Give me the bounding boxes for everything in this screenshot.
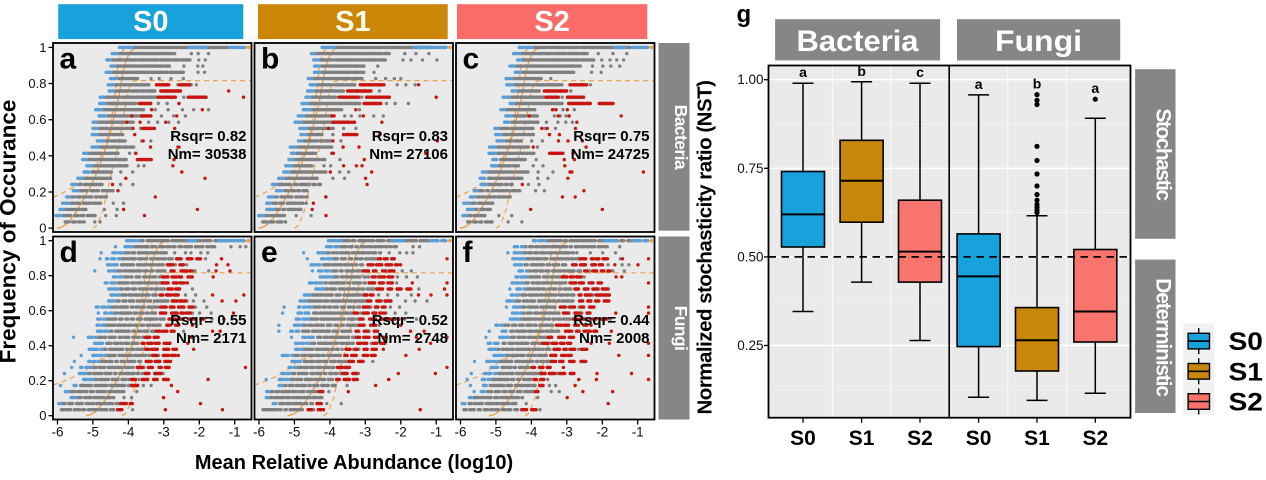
svg-text:-5: -5 xyxy=(288,425,300,440)
svg-text:S1: S1 xyxy=(1229,358,1264,386)
svg-text:Nm= 2171: Nm= 2171 xyxy=(176,330,246,347)
svg-text:-6: -6 xyxy=(454,425,466,440)
svg-text:S1: S1 xyxy=(335,6,370,38)
svg-text:Nm= 24725: Nm= 24725 xyxy=(571,146,650,163)
svg-text:-6: -6 xyxy=(51,425,63,440)
svg-text:Nm= 2748: Nm= 2748 xyxy=(378,330,448,347)
svg-text:Rsqr= 0.55: Rsqr= 0.55 xyxy=(170,312,246,329)
svg-text:b: b xyxy=(1033,76,1042,92)
svg-text:0.6: 0.6 xyxy=(28,112,46,127)
svg-text:a: a xyxy=(799,64,807,80)
svg-text:1.00: 1.00 xyxy=(737,72,763,87)
svg-text:Nm= 27106: Nm= 27106 xyxy=(369,146,448,163)
svg-text:-1: -1 xyxy=(632,425,644,440)
svg-text:S1: S1 xyxy=(849,427,875,450)
svg-text:f: f xyxy=(463,236,474,269)
svg-text:0: 0 xyxy=(39,408,46,423)
svg-text:Rsqr= 0.44: Rsqr= 0.44 xyxy=(573,312,650,329)
svg-text:S2: S2 xyxy=(1082,427,1108,450)
svg-text:-6: -6 xyxy=(253,425,265,440)
svg-text:S2: S2 xyxy=(1229,389,1264,417)
svg-text:Fungi: Fungi xyxy=(995,25,1082,58)
svg-text:S0: S0 xyxy=(133,6,168,38)
svg-text:Mean Relative Abundance (log10: Mean Relative Abundance (log10) xyxy=(195,452,513,474)
svg-text:0.6: 0.6 xyxy=(28,303,46,318)
svg-text:c: c xyxy=(916,64,924,80)
svg-text:Nm= 30538: Nm= 30538 xyxy=(168,146,247,163)
svg-text:e: e xyxy=(261,236,278,269)
svg-text:S0: S0 xyxy=(1229,328,1264,356)
svg-text:S2: S2 xyxy=(534,6,569,38)
svg-text:a: a xyxy=(1091,80,1099,96)
svg-text:0.25: 0.25 xyxy=(737,338,763,353)
svg-text:0: 0 xyxy=(39,221,46,236)
svg-text:-1: -1 xyxy=(430,425,442,440)
svg-text:0.4: 0.4 xyxy=(28,338,46,353)
svg-text:S0: S0 xyxy=(966,427,992,450)
svg-text:0.8: 0.8 xyxy=(28,76,46,91)
svg-text:-4: -4 xyxy=(525,425,537,440)
svg-text:-3: -3 xyxy=(359,425,371,440)
svg-text:Rsqr= 0.82: Rsqr= 0.82 xyxy=(170,128,246,145)
svg-text:b: b xyxy=(857,63,866,79)
svg-text:-5: -5 xyxy=(87,425,99,440)
svg-text:Bacteria: Bacteria xyxy=(797,25,919,58)
svg-text:-5: -5 xyxy=(490,425,502,440)
svg-text:Rsqr= 0.75: Rsqr= 0.75 xyxy=(573,128,649,145)
svg-text:1: 1 xyxy=(39,233,46,248)
svg-text:0.50: 0.50 xyxy=(737,249,763,264)
svg-text:-4: -4 xyxy=(122,425,134,440)
svg-text:Deterministic: Deterministic xyxy=(1152,278,1175,397)
svg-text:a: a xyxy=(60,43,77,76)
svg-text:-3: -3 xyxy=(561,425,573,440)
svg-text:Frequency of Occurance: Frequency of Occurance xyxy=(0,100,21,364)
svg-text:0.2: 0.2 xyxy=(28,185,46,200)
svg-text:d: d xyxy=(60,236,78,269)
svg-text:-2: -2 xyxy=(395,425,407,440)
svg-text:b: b xyxy=(261,43,279,76)
svg-text:S0: S0 xyxy=(790,427,816,450)
svg-text:0.8: 0.8 xyxy=(28,268,46,283)
svg-text:0.4: 0.4 xyxy=(28,148,46,163)
svg-text:0.75: 0.75 xyxy=(737,161,763,176)
svg-text:0.2: 0.2 xyxy=(28,373,46,388)
svg-text:Fungi: Fungi xyxy=(671,306,691,351)
svg-text:-3: -3 xyxy=(158,425,170,440)
svg-text:-1: -1 xyxy=(229,425,241,440)
svg-text:Rsqr= 0.52: Rsqr= 0.52 xyxy=(372,312,448,329)
svg-text:Rsqr= 0.83: Rsqr= 0.83 xyxy=(372,128,448,145)
svg-text:a: a xyxy=(975,76,983,92)
svg-text:1: 1 xyxy=(39,40,46,55)
svg-text:Normalized stochasticity ratio: Normalized stochasticity ratio (NST) xyxy=(694,81,717,415)
svg-text:g: g xyxy=(737,1,752,28)
svg-text:S2: S2 xyxy=(907,427,933,450)
svg-text:Bacteria: Bacteria xyxy=(671,105,691,170)
svg-text:c: c xyxy=(463,43,480,76)
svg-text:-2: -2 xyxy=(193,425,205,440)
svg-text:S1: S1 xyxy=(1024,427,1050,450)
svg-text:-2: -2 xyxy=(596,425,608,440)
svg-text:Stochastic: Stochastic xyxy=(1152,108,1175,201)
svg-text:Nm= 2008: Nm= 2008 xyxy=(579,330,649,347)
svg-text:-4: -4 xyxy=(324,425,336,440)
